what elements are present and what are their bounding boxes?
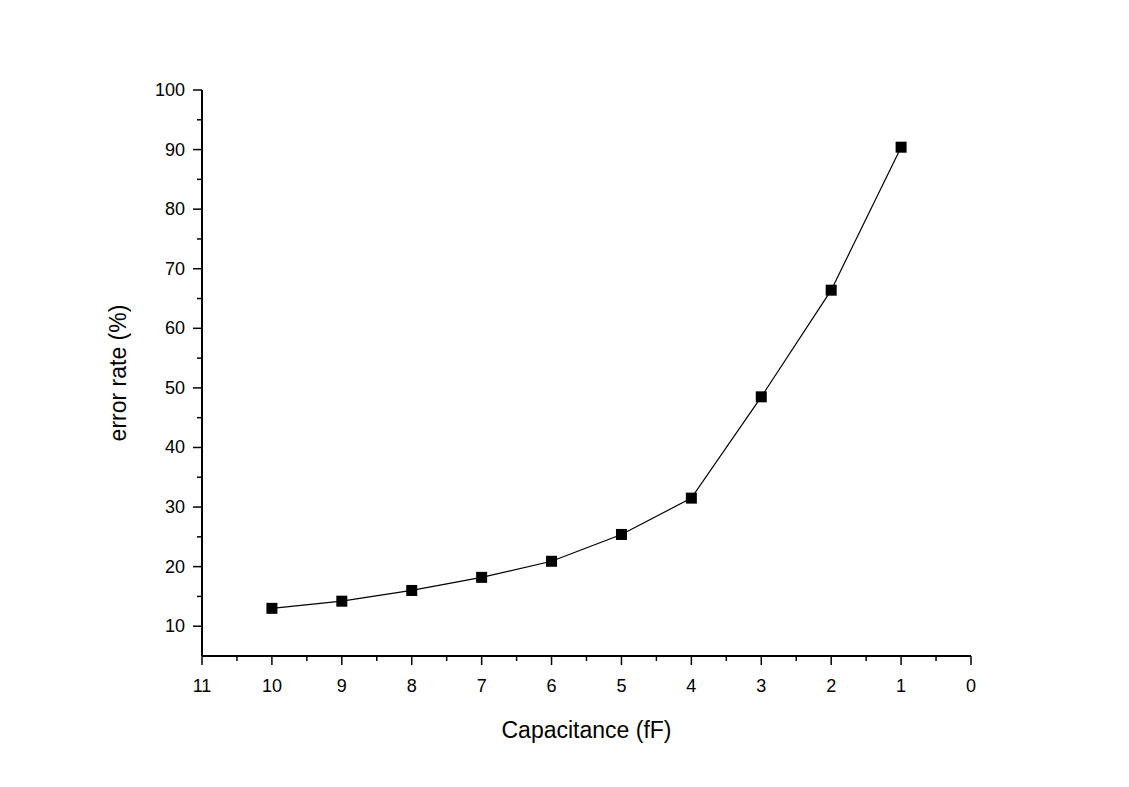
- marker: [476, 572, 487, 583]
- x-minor-tick: [656, 656, 658, 661]
- x-tick-label: 9: [337, 676, 347, 696]
- marker: [826, 285, 837, 296]
- series-line: [272, 147, 901, 608]
- y-tick: [193, 447, 202, 449]
- x-tick-label: 4: [686, 676, 696, 696]
- x-tick-label: 3: [756, 676, 766, 696]
- x-minor-tick: [935, 656, 937, 661]
- y-axis-title: error rate (%): [105, 305, 131, 442]
- x-minor-tick: [865, 656, 867, 661]
- y-tick-label: 20: [165, 557, 185, 577]
- y-minor-tick: [197, 119, 202, 121]
- y-minor-tick: [197, 477, 202, 479]
- chart: 11109876543210102030405060708090100Capac…: [0, 0, 1129, 787]
- x-tick-label: 6: [547, 676, 557, 696]
- marker: [686, 493, 697, 504]
- y-minor-tick: [197, 179, 202, 181]
- x-tick: [411, 656, 413, 665]
- x-tick: [551, 656, 553, 665]
- marker: [336, 596, 347, 607]
- x-axis-title: Capacitance (fF): [501, 717, 671, 743]
- x-tick-label: 5: [616, 676, 626, 696]
- y-tick-label: 60: [165, 318, 185, 338]
- x-minor-tick: [516, 656, 518, 661]
- y-tick: [193, 268, 202, 270]
- x-minor-tick: [306, 656, 308, 661]
- x-minor-tick: [446, 656, 448, 661]
- x-tick: [691, 656, 693, 665]
- y-tick-label: 30: [165, 497, 185, 517]
- x-tick: [970, 656, 972, 665]
- background: [0, 0, 1129, 787]
- y-minor-tick: [197, 596, 202, 598]
- y-tick: [193, 566, 202, 568]
- marker: [546, 556, 557, 567]
- marker: [406, 585, 417, 596]
- y-minor-tick: [197, 357, 202, 359]
- x-tick: [830, 656, 832, 665]
- y-tick: [193, 328, 202, 330]
- x-tick-label: 10: [262, 676, 282, 696]
- x-tick-label: 2: [826, 676, 836, 696]
- x-tick-label: 8: [407, 676, 417, 696]
- y-tick: [193, 89, 202, 91]
- x-tick: [271, 656, 273, 665]
- x-tick: [341, 656, 343, 665]
- y-tick-label: 80: [165, 199, 185, 219]
- x-minor-tick: [376, 656, 378, 661]
- x-tick: [481, 656, 483, 665]
- y-minor-tick: [197, 298, 202, 300]
- marker: [756, 391, 767, 402]
- y-tick-label: 10: [165, 616, 185, 636]
- y-tick-label: 50: [165, 378, 185, 398]
- y-minor-tick: [197, 238, 202, 240]
- marker: [266, 603, 277, 614]
- x-minor-tick: [236, 656, 238, 661]
- y-tick: [193, 149, 202, 151]
- marker: [616, 529, 627, 540]
- x-tick: [900, 656, 902, 665]
- x-tick: [761, 656, 763, 665]
- y-tick-label: 40: [165, 437, 185, 457]
- y-tick: [193, 387, 202, 389]
- y-tick-label: 100: [155, 80, 185, 100]
- x-tick-label: 7: [477, 676, 487, 696]
- y-tick: [193, 506, 202, 508]
- x-minor-tick: [726, 656, 728, 661]
- x-tick-label: 0: [966, 676, 976, 696]
- y-tick-label: 70: [165, 259, 185, 279]
- x-tick: [621, 656, 623, 665]
- plot-area: [266, 142, 906, 614]
- x-tick-label: 1: [896, 676, 906, 696]
- y-tick: [193, 208, 202, 210]
- y-tick-label: 90: [165, 140, 185, 160]
- x-tick: [201, 656, 203, 665]
- y-minor-tick: [197, 417, 202, 419]
- x-tick-label: 11: [193, 676, 212, 696]
- y-minor-tick: [197, 536, 202, 538]
- y-axis: [201, 90, 203, 656]
- x-minor-tick: [586, 656, 588, 661]
- marker: [896, 142, 907, 153]
- x-minor-tick: [795, 656, 797, 661]
- y-tick: [193, 625, 202, 627]
